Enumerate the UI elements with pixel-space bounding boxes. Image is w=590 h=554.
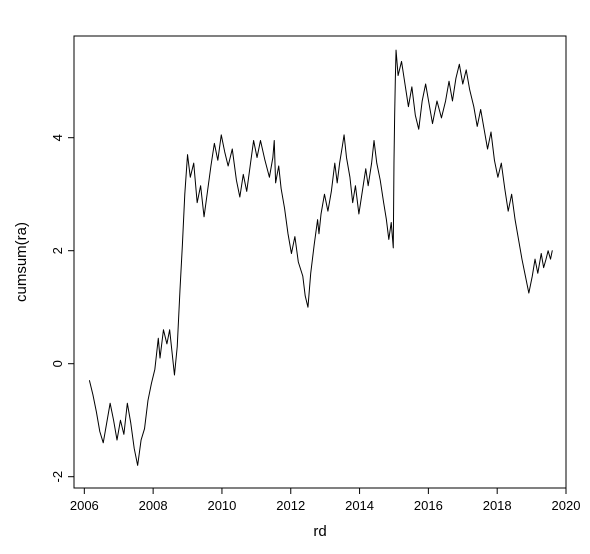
x-tick-label: 2010 (207, 498, 236, 513)
x-tick-label: 2008 (139, 498, 168, 513)
x-axis-label: rd (313, 523, 326, 540)
x-tick-label: 2014 (345, 498, 374, 513)
x-tick-label: 2020 (552, 498, 581, 513)
x-tick-label: 2006 (70, 498, 99, 513)
y-tick-label: -2 (50, 471, 65, 483)
x-tick-label: 2016 (414, 498, 443, 513)
y-tick-label: 2 (50, 247, 65, 254)
x-tick-label: 2012 (276, 498, 305, 513)
line-chart-container: 2006 2008 2010 2012 2014 2016 2018 2020 -2 0 2 4 rd c… (0, 0, 590, 554)
line-chart: 2006 2008 2010 2012 2014 2016 2018 2020 -2 0 2 4 rd c… (0, 0, 590, 554)
y-tick-label: 0 (50, 360, 65, 367)
y-axis-label: cumsum(ra) (13, 222, 30, 302)
y-tick-label: 4 (50, 134, 65, 141)
x-tick-label: 2018 (483, 498, 512, 513)
